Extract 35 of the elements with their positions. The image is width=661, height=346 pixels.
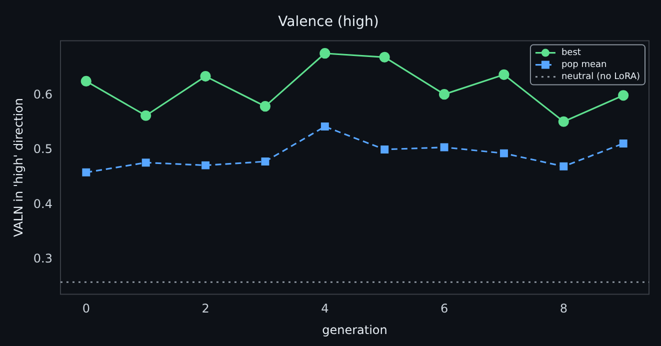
- point: [500, 149, 508, 158]
- point: [558, 116, 569, 127]
- point: [320, 48, 330, 59]
- legend-label: best: [561, 48, 582, 58]
- point: [202, 161, 210, 170]
- point: [438, 89, 450, 100]
- x-tick-label: 6: [440, 302, 448, 316]
- y-tick-label: 0.3: [33, 251, 52, 266]
- y-axis-title: VALN in 'high' direction: [11, 98, 26, 238]
- point: [320, 122, 329, 131]
- point: [140, 110, 152, 121]
- x-axis-title: generation: [322, 322, 388, 337]
- legend-label: neutral (no LoRA): [561, 72, 640, 82]
- x-tick-label: 4: [321, 302, 329, 316]
- point: [498, 69, 510, 80]
- point: [260, 101, 271, 112]
- point: [379, 52, 390, 62]
- y-tick-label: 0.5: [33, 142, 52, 156]
- point: [261, 158, 270, 166]
- point: [440, 143, 448, 152]
- point: [380, 145, 389, 154]
- point: [82, 168, 90, 176]
- point: [80, 76, 92, 87]
- y-tick-label: 0.4: [33, 196, 52, 211]
- point: [560, 162, 568, 170]
- x-tick-label: 0: [82, 302, 90, 316]
- x-tick-label: 2: [202, 302, 210, 316]
- chart-title: Valence (high): [278, 14, 379, 30]
- point: [200, 71, 211, 82]
- point: [618, 90, 629, 101]
- legend-label: pop mean: [561, 60, 607, 70]
- y-tick-label: 0.6: [33, 88, 52, 102]
- point: [142, 158, 150, 167]
- point: [619, 139, 628, 148]
- x-tick-label: 8: [560, 302, 568, 316]
